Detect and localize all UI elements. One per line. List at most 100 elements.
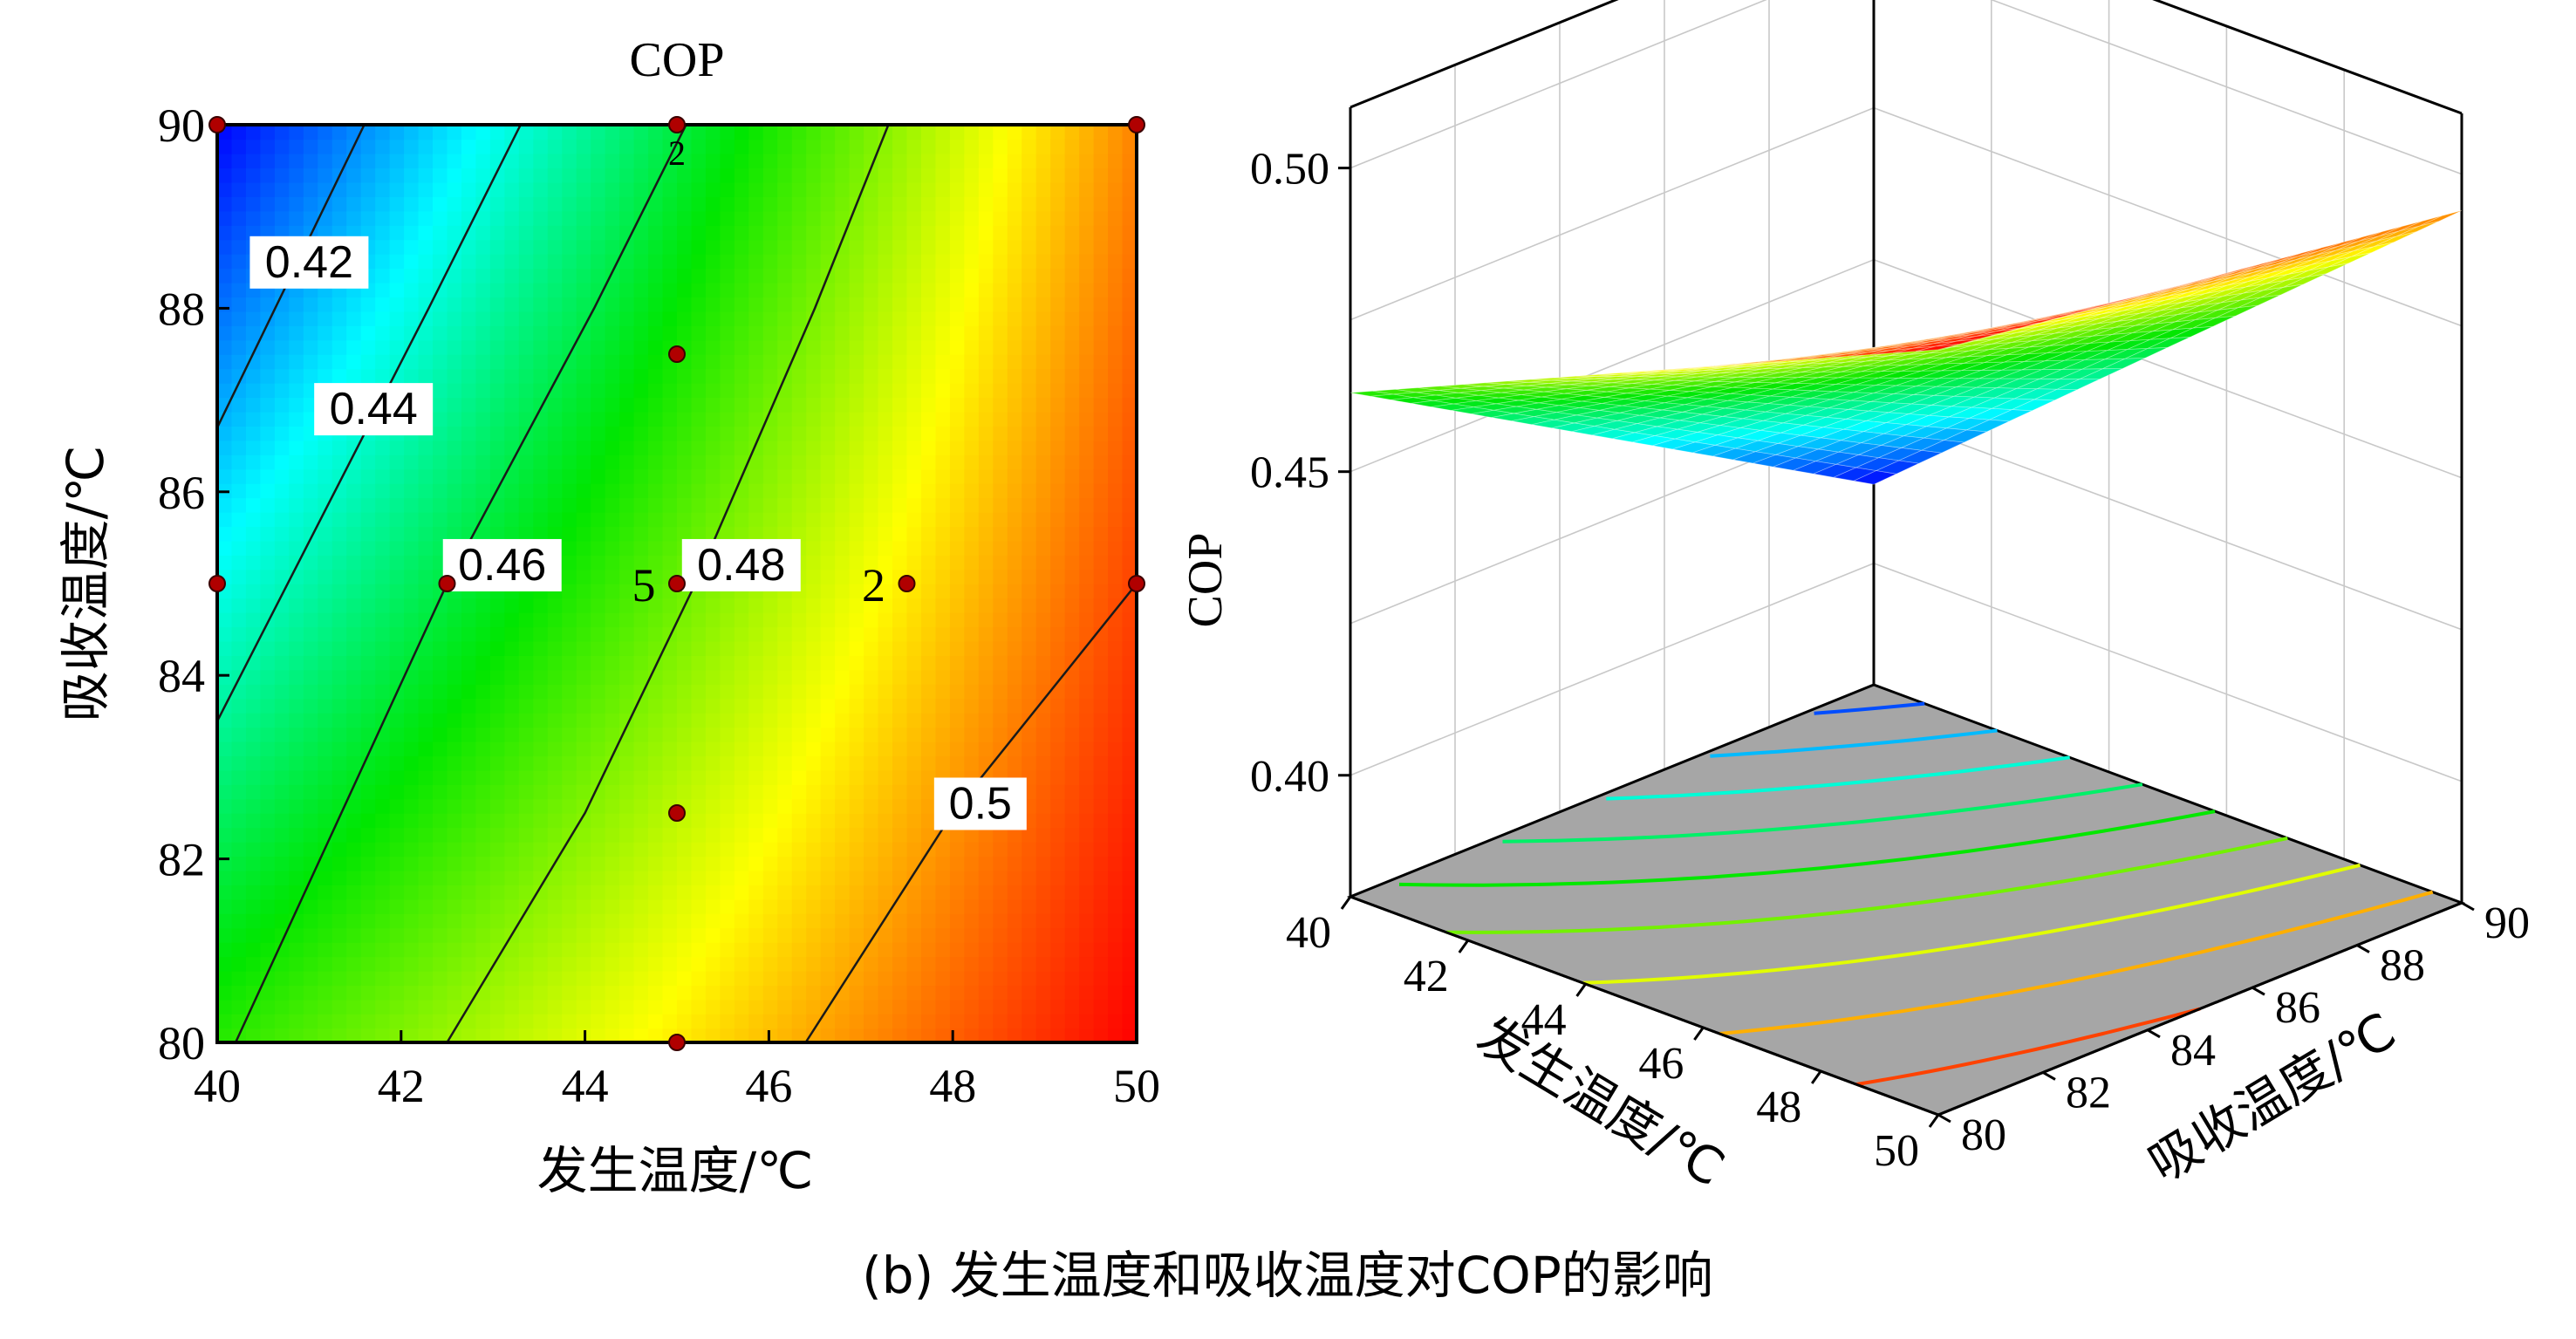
contour-title: COP	[630, 33, 725, 87]
y-tick-label: 84	[2170, 1026, 2216, 1076]
contour-y-ticks: 80 82 84 86 88 90	[158, 99, 229, 1069]
surface-facet	[2176, 274, 2221, 287]
x-tick-label: 48	[929, 1060, 976, 1112]
y-tick-label: 86	[158, 467, 205, 519]
contour-label-box	[681, 538, 801, 591]
replicate-count: 2	[862, 559, 885, 611]
surface-z-axis-label: COP	[1179, 533, 1233, 628]
floor-contour	[1445, 836, 2288, 934]
x-tick-label: 42	[1404, 952, 1449, 1001]
z-tick-label: 0.50	[1250, 145, 1329, 195]
design-point	[438, 575, 456, 592]
contour-x-axis-label: 发生温度/℃	[537, 1141, 814, 1200]
replicate-count: 2	[668, 133, 686, 173]
y-tick-label: 82	[2066, 1068, 2111, 1117]
design-point	[668, 116, 686, 133]
surface-chart: 0.40 0.45 0.50 40 42 44 46 48 50 80 82 84 86 88 90 COP…	[1179, 0, 2530, 1199]
y-tick-mark	[2042, 1071, 2056, 1081]
contour-level-label: 0.48	[697, 540, 785, 591]
design-point	[208, 575, 226, 592]
x-tick-label: 46	[1638, 1039, 1684, 1089]
y-tick-mark	[2251, 986, 2265, 996]
contour-x-ticks: 40 42 44 46 48 50	[194, 1030, 1160, 1112]
surface-facet	[2258, 253, 2301, 267]
surface-facet	[2238, 258, 2281, 272]
y-tick-mark	[2356, 944, 2370, 953]
grid-line	[1349, 0, 2463, 175]
surface-facet	[1976, 327, 2019, 337]
x-tick-mark	[1810, 1070, 1822, 1084]
y-tick-label: 88	[158, 283, 205, 335]
x-tick-label: 44	[1521, 995, 1567, 1045]
design-point	[668, 1034, 686, 1051]
x-tick-mark	[1928, 1114, 1940, 1128]
design-point	[208, 116, 226, 133]
design-point	[1128, 575, 1145, 592]
y-tick-label: 90	[158, 99, 205, 152]
y-tick-mark	[2461, 901, 2475, 912]
design-point	[668, 345, 686, 363]
design-points: 2 5 2	[208, 116, 1145, 1051]
surface-facet	[2036, 311, 2080, 322]
replicate-count: 5	[632, 559, 656, 611]
grid-line	[1349, 106, 2463, 327]
x-tick-label: 46	[745, 1060, 792, 1112]
contour-level-labels: 0.42 0.44 0.46 0.48 0.5	[249, 236, 1027, 830]
contour-level-label: 0.46	[458, 540, 546, 591]
floor-contour	[1502, 782, 2143, 844]
floor-contour	[1582, 863, 2361, 985]
y-tick-label: 86	[2275, 983, 2320, 1033]
design-point	[898, 575, 916, 592]
x-tick-label: 48	[1756, 1083, 1801, 1132]
z-tick-label: 0.40	[1250, 752, 1329, 802]
contour-level-label: 0.5	[949, 778, 1012, 829]
z-tick-label: 0.45	[1250, 448, 1329, 498]
x-tick-label: 50	[1874, 1126, 1919, 1176]
x-tick-label: 44	[562, 1060, 609, 1112]
contour-label-box	[442, 538, 562, 591]
floor-contour	[1855, 1007, 2201, 1087]
floor-contour	[1814, 701, 1925, 715]
x-tick-label: 40	[194, 1060, 241, 1112]
design-point	[668, 575, 686, 592]
surface-facet	[2116, 290, 2160, 302]
surface-facet	[1956, 333, 1999, 342]
contour-level-label: 0.44	[330, 384, 418, 434]
surface-facet	[1916, 344, 1959, 352]
figure-caption: (b) 发生温度和吸收温度对COP的影响	[862, 1246, 1713, 1305]
x-tick-label: 40	[1286, 908, 1331, 958]
y-tick-label: 82	[158, 834, 205, 886]
box-edge	[1349, 0, 2463, 115]
surface-ticks: 0.40 0.45 0.50 40 42 44 46 48 50 80 82 84 86 88 90	[1250, 145, 2530, 1176]
contour-y-axis-label: 吸收温度/℃	[56, 446, 115, 722]
y-tick-label: 80	[158, 1017, 205, 1069]
contour-color-field	[217, 125, 1137, 1042]
contour-line	[217, 125, 522, 722]
x-tick-label: 50	[1113, 1060, 1160, 1112]
response-surface	[1349, 210, 2463, 485]
surface-facet	[2318, 236, 2361, 252]
floor-contour	[1606, 755, 2070, 801]
contour-label-box	[249, 236, 369, 289]
x-tick-mark	[1693, 1027, 1705, 1041]
surface-facet	[2398, 215, 2443, 232]
floor-contour	[1710, 728, 1998, 758]
x-tick-mark	[1340, 896, 1352, 910]
y-tick-mark	[1937, 1113, 1951, 1124]
y-tick-label: 88	[2380, 941, 2425, 991]
contour-label-box	[933, 777, 1027, 830]
surface-facet	[2418, 210, 2463, 227]
design-point	[668, 804, 686, 822]
design-point	[1128, 116, 1145, 133]
contour-level-label: 0.42	[265, 237, 353, 288]
y-tick-label: 90	[2484, 898, 2530, 948]
y-tick-label: 80	[1961, 1110, 2006, 1160]
y-tick-mark	[2147, 1028, 2161, 1039]
surface-x-axis-label: 发生温度/℃	[1467, 1005, 1734, 1198]
x-tick-mark	[1458, 939, 1470, 953]
surface-facet	[2197, 269, 2241, 282]
floor-contour	[1398, 810, 2216, 887]
x-tick-mark	[1575, 983, 1587, 997]
